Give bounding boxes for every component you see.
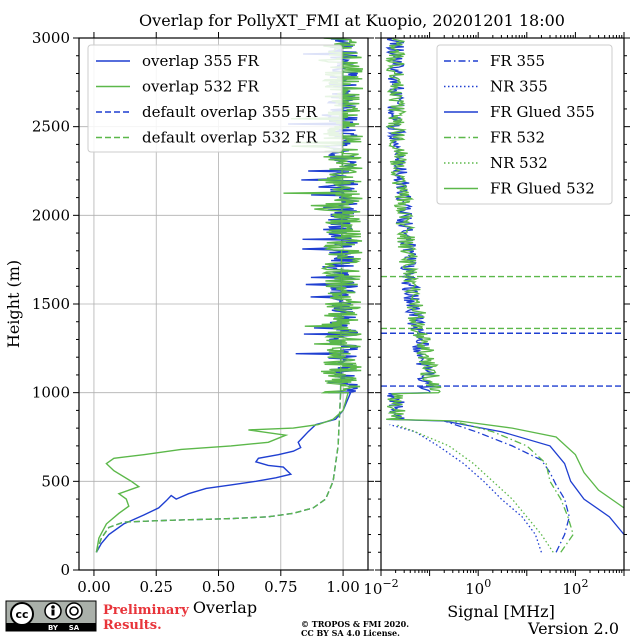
results-label: Results. <box>103 618 162 633</box>
series-line-fr-glued-532 <box>385 38 624 509</box>
x-axis-label: Overlap <box>193 598 257 617</box>
y-tick-label: 3000 <box>32 29 70 47</box>
x-tick-label: 0.75 <box>264 578 297 596</box>
series-line-default-overlap-532-fr <box>95 38 344 553</box>
series-line-nr-532 <box>395 423 554 553</box>
series-line-fr-532 <box>452 420 574 553</box>
y-axis-label: Height (m) <box>4 260 23 348</box>
overlap-panel: 0.00 0.25 0.50 0.75 1.0005001000150020002500… <box>4 29 630 617</box>
svg-text:cc: cc <box>15 608 28 621</box>
legend-entry: NR 532 <box>490 154 548 172</box>
legend-entry: overlap 355 FR <box>142 52 259 70</box>
signal-axes-frame <box>380 37 625 571</box>
license-text: CC BY SA 4.0 License. <box>301 628 400 638</box>
legend-entry: FR 355 <box>490 52 545 70</box>
y-tick-label: 0 <box>60 561 70 579</box>
x-tick-label: 0.00 <box>77 578 110 596</box>
cc-icon <box>10 602 34 626</box>
x-tick-label: 0.50 <box>202 578 235 596</box>
preliminary-label: Preliminary <box>103 603 189 618</box>
legend-entry: overlap 532 FR <box>142 78 259 96</box>
legend-entry: default overlap 532 FR <box>142 129 318 147</box>
svg-text:BY: BY <box>48 624 59 632</box>
series-line-nr-355 <box>389 423 543 553</box>
y-tick-label: 2500 <box>32 118 70 136</box>
tick-base: 10 <box>363 580 382 598</box>
legend-entry: FR Glued 532 <box>490 180 595 198</box>
legend-entry: FR 532 <box>490 129 545 147</box>
x-tick-label: 100 <box>465 577 491 598</box>
tick-exponent: 0 <box>484 577 491 590</box>
y-tick-label: 1500 <box>32 295 70 313</box>
y-tick-label: 2000 <box>32 206 70 224</box>
tick-base: 10 <box>562 580 581 598</box>
figure-title: Overlap for PollyXT_FMI at Kuopio, 20201… <box>139 11 565 30</box>
legend-entry: FR Glued 355 <box>490 103 595 121</box>
svg-text:SA: SA <box>69 624 80 632</box>
legend-box <box>87 44 343 153</box>
tick-exponent: 2 <box>581 577 588 590</box>
overlap-legend: overlap 355 FR overlap 532 FR default over… <box>87 44 343 153</box>
legend-entry: default overlap 355 FR <box>142 103 318 121</box>
x-tick-label: 10−2 <box>363 577 398 598</box>
tick-base: 10 <box>465 580 484 598</box>
tick-exponent: −2 <box>382 577 398 590</box>
series-line-fr-355 <box>443 420 570 553</box>
sa-icon <box>65 602 83 620</box>
signal-series-group <box>381 38 624 553</box>
x-tick-label: 0.25 <box>140 578 173 596</box>
copyright-text: © TROPOS & FMI 2020. <box>301 619 409 629</box>
y-tick-label: 500 <box>41 472 70 490</box>
signal-x-axis-label: Signal [MHz] <box>447 602 555 621</box>
x-tick-label: 102 <box>562 577 588 598</box>
version-label: Version 2.0 <box>527 619 619 638</box>
y-tick-label: 1000 <box>32 384 70 402</box>
x-tick-label: 1.00 <box>326 578 359 596</box>
signal-legend: FR 355 NR 355 FR Glued 355 FR 532 NR 532 FR G… <box>436 44 613 205</box>
legend-box <box>436 44 613 205</box>
legend-entry: NR 355 <box>490 78 548 96</box>
cc-license-badge: cc BY SA <box>5 600 97 632</box>
